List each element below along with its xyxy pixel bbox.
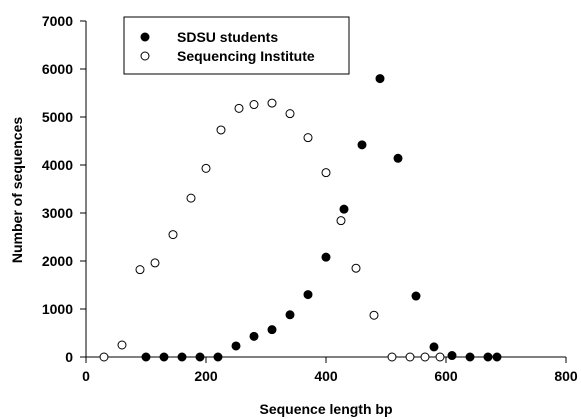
data-point-institute [201, 163, 211, 173]
x-tick-label: 800 [554, 368, 578, 384]
legend-label-sdsu: SDSU students [177, 29, 278, 45]
data-point-institute [285, 109, 295, 119]
legend: SDSU students Sequencing Institute [123, 16, 350, 75]
data-point-institute [321, 168, 331, 178]
y-tick-label: 4000 [42, 157, 73, 173]
y-tick-label: 3000 [42, 205, 73, 221]
legend-marker-sdsu [140, 32, 150, 42]
data-point-institute [249, 100, 259, 110]
data-point-sdsu [231, 341, 241, 351]
y-axis-ticks: 0 1000 2000 3000 4000 5000 6000 7000 [42, 13, 86, 365]
data-point-sdsu [177, 352, 187, 362]
data-point-sdsu [141, 352, 151, 362]
data-point-sdsu [267, 325, 277, 335]
x-tick-label: 600 [434, 368, 458, 384]
data-point-sdsu [249, 331, 259, 341]
data-point-sdsu [483, 352, 493, 362]
data-point-institute [420, 352, 430, 362]
x-axis-ticks: 0 200 400 600 800 [82, 357, 578, 384]
y-axis-title: Number of sequences [9, 117, 25, 263]
data-point-institute [387, 352, 397, 362]
legend-label-institute: Sequencing Institute [177, 48, 315, 64]
data-point-sdsu [393, 153, 403, 163]
y-tick-label: 0 [65, 349, 73, 365]
x-tick-label: 200 [194, 368, 218, 384]
data-point-institute [435, 352, 445, 362]
y-tick-label: 1000 [42, 301, 73, 317]
x-tick-label: 0 [82, 368, 90, 384]
data-point-institute [351, 263, 361, 273]
data-point-sdsu [321, 252, 331, 262]
data-point-institute [99, 352, 109, 362]
data-point-institute [135, 265, 145, 275]
data-point-institute [234, 103, 244, 113]
data-point-sdsu [339, 204, 349, 214]
data-points [99, 74, 502, 362]
data-point-sdsu [492, 352, 502, 362]
data-point-institute [303, 133, 313, 143]
data-point-sdsu [375, 74, 385, 84]
data-point-sdsu [447, 351, 457, 361]
data-point-sdsu [303, 290, 313, 300]
x-axis-title: Sequence length bp [259, 401, 392, 417]
data-point-institute [405, 352, 415, 362]
data-point-institute [267, 98, 277, 108]
data-point-institute [150, 258, 160, 268]
data-point-institute [216, 125, 226, 135]
data-point-institute [186, 193, 196, 203]
y-tick-label: 2000 [42, 253, 73, 269]
data-point-sdsu [213, 352, 223, 362]
data-point-institute [336, 216, 346, 226]
legend-box [123, 16, 350, 75]
data-point-sdsu [357, 140, 367, 150]
data-point-sdsu [285, 310, 295, 320]
y-tick-label: 6000 [42, 61, 73, 77]
legend-marker-institute [140, 51, 150, 61]
data-point-sdsu [195, 352, 205, 362]
y-tick-label: 5000 [42, 109, 73, 125]
data-point-sdsu [429, 342, 439, 352]
x-tick-label: 400 [314, 368, 338, 384]
data-point-institute [369, 310, 379, 320]
data-point-sdsu [159, 352, 169, 362]
data-point-institute [117, 340, 127, 350]
data-point-institute [168, 230, 178, 240]
y-tick-label: 7000 [42, 13, 73, 29]
data-point-sdsu [411, 291, 421, 301]
data-point-sdsu [465, 352, 475, 362]
